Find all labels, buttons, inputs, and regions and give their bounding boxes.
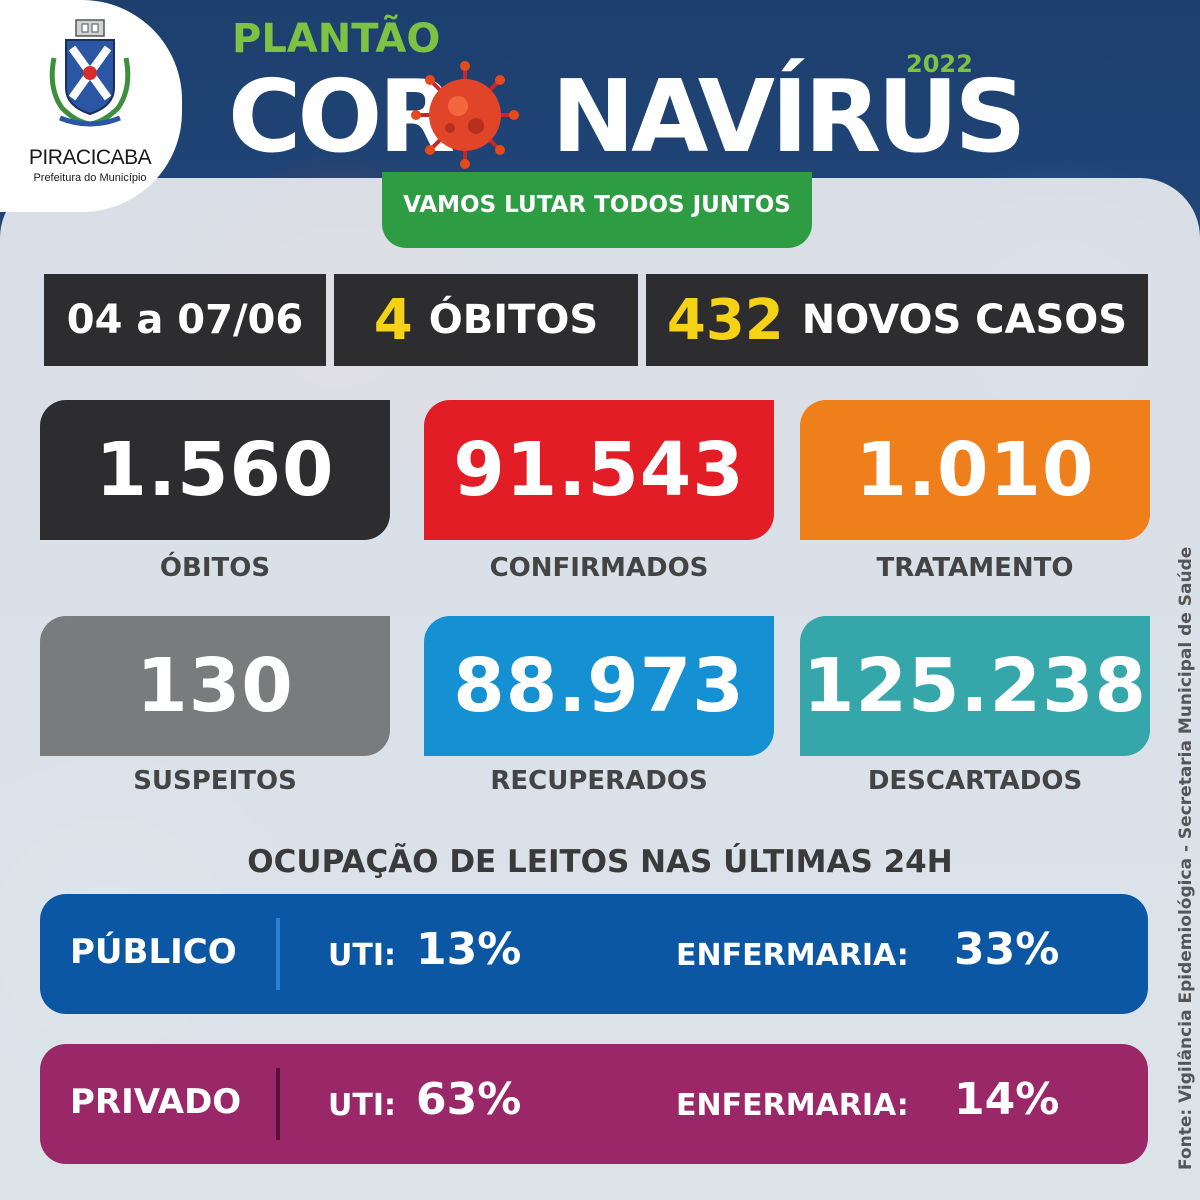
stat-value: 1.560 (95, 427, 335, 513)
coronavirus-icon (411, 61, 519, 169)
title-right: NAVÍRUS (551, 58, 1026, 175)
beds-title: OCUPAÇÃO DE LEITOS NAS ÚLTIMAS 24H (247, 844, 953, 880)
new-deaths-label: ÓBITOS (428, 297, 599, 343)
page-title: COR NAVÍRUS (228, 62, 1027, 172)
stat-label: ÓBITOS (159, 553, 271, 583)
uti-label: UTI: (328, 938, 396, 973)
stat-card-tratamento: 1.010 (800, 400, 1150, 540)
stat-value: 88.973 (453, 643, 745, 729)
stat-label: DESCARTADOS (867, 766, 1083, 796)
beds-row-public: PÚBLICO UTI: 13% ENFERMARIA: 33% (40, 894, 1148, 1014)
source-note: Fonte: Vigilância Epidemiológica - Secre… (1176, 546, 1196, 1170)
stat-card-suspeitos: 130 (40, 616, 390, 756)
period-text: 04 a 07/06 (66, 297, 304, 343)
new-cases-box: 432 NOVOS CASOS (646, 274, 1148, 366)
uti-value: 63% (416, 1074, 522, 1125)
year-label: 2022 (906, 50, 973, 78)
beds-row-private: PRIVADO UTI: 63% ENFERMARIA: 14% (40, 1044, 1148, 1164)
org-subtitle: Prefeitura do Município (33, 172, 147, 184)
stat-label: SUSPEITOS (133, 766, 297, 796)
new-cases-label: NOVOS CASOS (801, 297, 1128, 343)
stat-value: 130 (136, 643, 294, 729)
stat-value: 1.010 (855, 427, 1095, 513)
org-name: PIRACICABA (28, 146, 152, 169)
divider (276, 1068, 280, 1140)
stat-card-obitos: 1.560 (40, 400, 390, 540)
city-crest-icon (49, 19, 131, 127)
stat-card-recuperados: 88.973 (424, 616, 774, 756)
ward-value: 33% (954, 924, 1060, 975)
slogan-text: VAMOS LUTAR TODOS JUNTOS (403, 192, 791, 218)
stat-value: 125.238 (802, 643, 1148, 729)
ward-label: ENFERMARIA: (676, 938, 909, 973)
stat-label: RECUPERADOS (490, 766, 708, 796)
beds-category: PÚBLICO (70, 932, 237, 972)
slogan-banner: VAMOS LUTAR TODOS JUNTOS (382, 172, 812, 248)
uti-value: 13% (416, 924, 522, 975)
stat-card-confirmados: 91.543 (424, 400, 774, 540)
kicker-label: PLANTÃO (232, 16, 441, 62)
stat-label: TRATAMENTO (876, 553, 1074, 583)
period-box: 04 a 07/06 (44, 274, 326, 366)
new-deaths-count: 4 (373, 287, 413, 353)
new-deaths-box: 4 ÓBITOS (334, 274, 638, 366)
new-cases-count: 432 (666, 287, 784, 353)
stat-card-descartados: 125.238 (800, 616, 1150, 756)
ward-label: ENFERMARIA: (676, 1088, 909, 1123)
stat-label: CONFIRMADOS (489, 553, 709, 583)
stat-value: 91.543 (453, 427, 745, 513)
beds-category: PRIVADO (70, 1082, 242, 1122)
uti-label: UTI: (328, 1088, 396, 1123)
ward-value: 14% (954, 1074, 1060, 1125)
divider (276, 918, 280, 990)
